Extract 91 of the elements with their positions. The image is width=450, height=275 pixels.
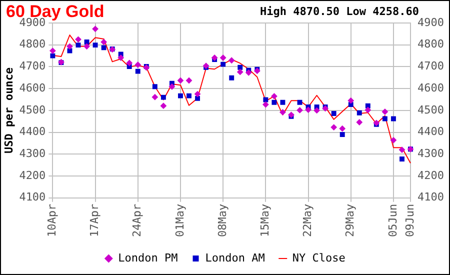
point: [178, 93, 183, 98]
text: High 4870.50 Low 4258.60: [260, 5, 419, 18]
point: [168, 83, 176, 90]
point: [382, 116, 388, 122]
point: [314, 107, 320, 114]
y-tick-label: 4100: [19, 190, 46, 204]
point: [280, 108, 286, 116]
point: [382, 108, 388, 115]
y-tick-label: 4300: [19, 147, 46, 160]
point: [238, 64, 243, 70]
point: [398, 146, 406, 153]
point: [186, 93, 192, 98]
y-tick-label: 4400: [19, 125, 46, 138]
point: [236, 68, 244, 76]
point: [280, 100, 286, 105]
y2-tick-label: 4900: [418, 16, 444, 29]
x-tick-label: 05Jun: [386, 204, 400, 238]
point: [76, 42, 81, 48]
y2-tick-label: 4400: [418, 125, 444, 138]
point: [160, 94, 166, 100]
point: [229, 75, 234, 80]
x-tick-label: 08May: [216, 204, 229, 238]
point: [49, 48, 56, 54]
point: [390, 116, 396, 122]
point: [100, 38, 108, 46]
y-axis-title: USD per ounce: [2, 67, 16, 154]
point: [75, 36, 82, 43]
point: [220, 62, 226, 67]
y-tick-label: 4700: [19, 60, 46, 73]
x-tick-label: 24Apr: [130, 204, 144, 238]
point: [134, 62, 142, 68]
point: [92, 26, 98, 32]
legend-label: London AM: [205, 251, 266, 264]
point: [330, 124, 338, 130]
point: [66, 43, 73, 50]
point: [118, 54, 124, 61]
point: [356, 110, 362, 116]
point: [177, 77, 184, 84]
point: [297, 100, 302, 105]
y-tick-label: 4200: [19, 168, 46, 182]
point: [254, 68, 260, 74]
point: [331, 111, 336, 116]
point: [262, 101, 269, 108]
y2-tick-label: 4100: [418, 190, 444, 204]
point: [152, 94, 158, 100]
y2-tick-label: 4200: [418, 168, 444, 182]
y2-tick-label: 4600: [418, 81, 444, 94]
x-tick-label: 22May: [301, 204, 314, 238]
x-tick-label: 01May: [173, 204, 186, 238]
point: [92, 42, 98, 48]
point: [220, 54, 226, 61]
x-tick-label: 29May: [344, 204, 357, 238]
point: [356, 119, 363, 126]
point: [186, 77, 192, 84]
point: [271, 93, 278, 100]
x-tick-label: 15May: [258, 204, 272, 238]
y2-tick-label: 4300: [418, 147, 444, 160]
point: [348, 97, 354, 104]
point: [135, 68, 140, 74]
point: [296, 107, 303, 114]
y2-tick-label: 4800: [418, 38, 444, 51]
x-tick-label: 09Jun: [403, 204, 416, 238]
point: [211, 54, 218, 61]
y2-tick-label: 4700: [418, 60, 444, 73]
point: [400, 156, 404, 162]
point: [195, 96, 200, 101]
point: [126, 60, 133, 66]
point: [194, 90, 201, 98]
x-tick-label: 17Apr: [88, 204, 102, 238]
point: [101, 45, 106, 50]
point: [245, 69, 252, 76]
point: [364, 106, 372, 114]
x-tick-label: 10Apr: [46, 204, 59, 238]
point: [84, 43, 90, 50]
point: [305, 106, 312, 113]
point: [50, 53, 56, 58]
legend-label: NY Close: [292, 251, 346, 264]
point: [322, 105, 329, 112]
point: [339, 125, 346, 132]
point: [160, 102, 167, 110]
y-tick-label: 4800: [19, 38, 46, 51]
point: [272, 100, 277, 105]
y-tick-label: 4600: [19, 81, 46, 94]
point: [340, 132, 345, 137]
point: [390, 136, 397, 144]
point: [228, 57, 235, 64]
y2-tick-label: 4500: [418, 103, 444, 116]
y-tick-label: 4500: [19, 103, 46, 116]
point: [263, 97, 268, 102]
point: [152, 84, 158, 90]
legend-label: London PM: [118, 251, 178, 264]
